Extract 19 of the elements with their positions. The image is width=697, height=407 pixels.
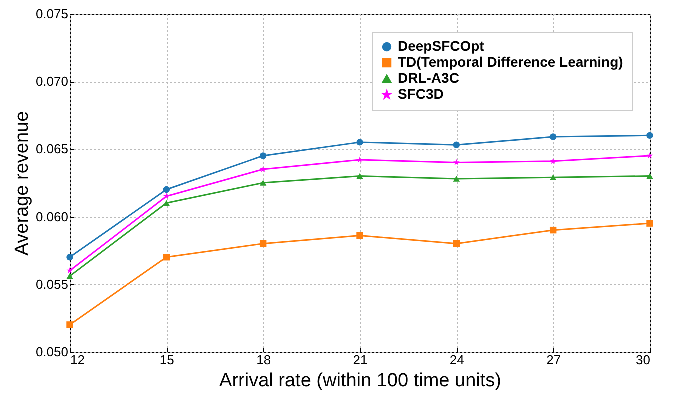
y-tick-label: 0.070 [36, 74, 68, 90]
x-tick-label: 18 [256, 352, 272, 368]
legend-label: DRL-A3C [398, 70, 460, 86]
x-tick-label: 12 [70, 352, 85, 368]
y-axis-title: Average revenue [12, 111, 33, 256]
x-tick-label: 27 [546, 352, 562, 368]
x-tick-label: 21 [353, 352, 368, 368]
y-tick-label: 0.055 [36, 276, 68, 292]
y-tick-label: 0.065 [36, 142, 68, 157]
y-tick-label: 0.050 [36, 344, 68, 360]
x-axis-title: Arrival rate (within 100 time units) [220, 370, 502, 392]
x-tick-label: 30 [636, 352, 650, 368]
legend-label: DeepSFCOpt [398, 38, 485, 54]
y-tick-label: 0.075 [36, 6, 68, 22]
x-tick-label: 24 [450, 352, 464, 368]
y-tick-label: 0.060 [36, 209, 68, 224]
legend-label: SFC3D [398, 86, 444, 102]
x-tick-label: 15 [160, 352, 174, 368]
legend-label: TD(Temporal Difference Learning) [398, 54, 624, 70]
